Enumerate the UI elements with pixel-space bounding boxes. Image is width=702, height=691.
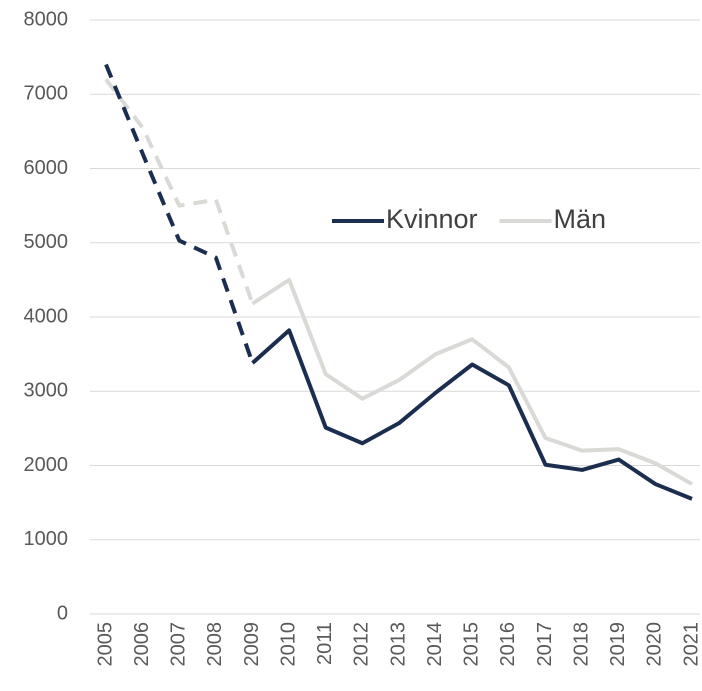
x-tick-label: 2008 [204, 622, 226, 667]
x-tick-label: 2010 [277, 622, 299, 667]
legend: Kvinnor Män [332, 204, 606, 234]
x-tick-label: 2007 [168, 622, 190, 667]
x-tick-label: 2006 [131, 622, 153, 667]
x-tick-label: 2016 [497, 622, 519, 667]
x-tick-label: 2021 [680, 622, 702, 667]
legend-label: Kvinnor [386, 204, 478, 234]
x-tick-label: 2018 [570, 622, 592, 667]
y-tick-label: 2000 [24, 454, 69, 476]
x-tick-label: 2005 [94, 622, 116, 667]
line [251, 328, 693, 501]
x-tick-label: 2020 [644, 622, 666, 667]
x-tick-label: 2014 [424, 622, 446, 667]
x-tick-label: 2011 [314, 622, 336, 665]
line-dashed [104, 78, 255, 305]
x-tick-label: 2013 [387, 622, 409, 667]
x-tick-label: 2019 [607, 622, 629, 667]
x-tick-label: 2009 [241, 622, 263, 667]
y-tick-label: 4000 [24, 305, 69, 327]
y-tick-label: 3000 [24, 380, 69, 402]
y-tick-label: 1000 [24, 528, 69, 550]
y-tick-label: 0 [57, 602, 68, 624]
x-tick-label: 2017 [534, 622, 556, 667]
y-tick-label: 8000 [24, 8, 69, 30]
line [251, 277, 693, 486]
x-tick-label: 2015 [461, 622, 483, 667]
legend-label: Män [554, 204, 607, 234]
y-tick-label: 6000 [24, 157, 69, 179]
y-tick-label: 7000 [24, 83, 69, 105]
y-tick-label: 5000 [24, 231, 69, 253]
line-dashed [104, 63, 255, 364]
x-tick-label: 2012 [351, 622, 373, 667]
